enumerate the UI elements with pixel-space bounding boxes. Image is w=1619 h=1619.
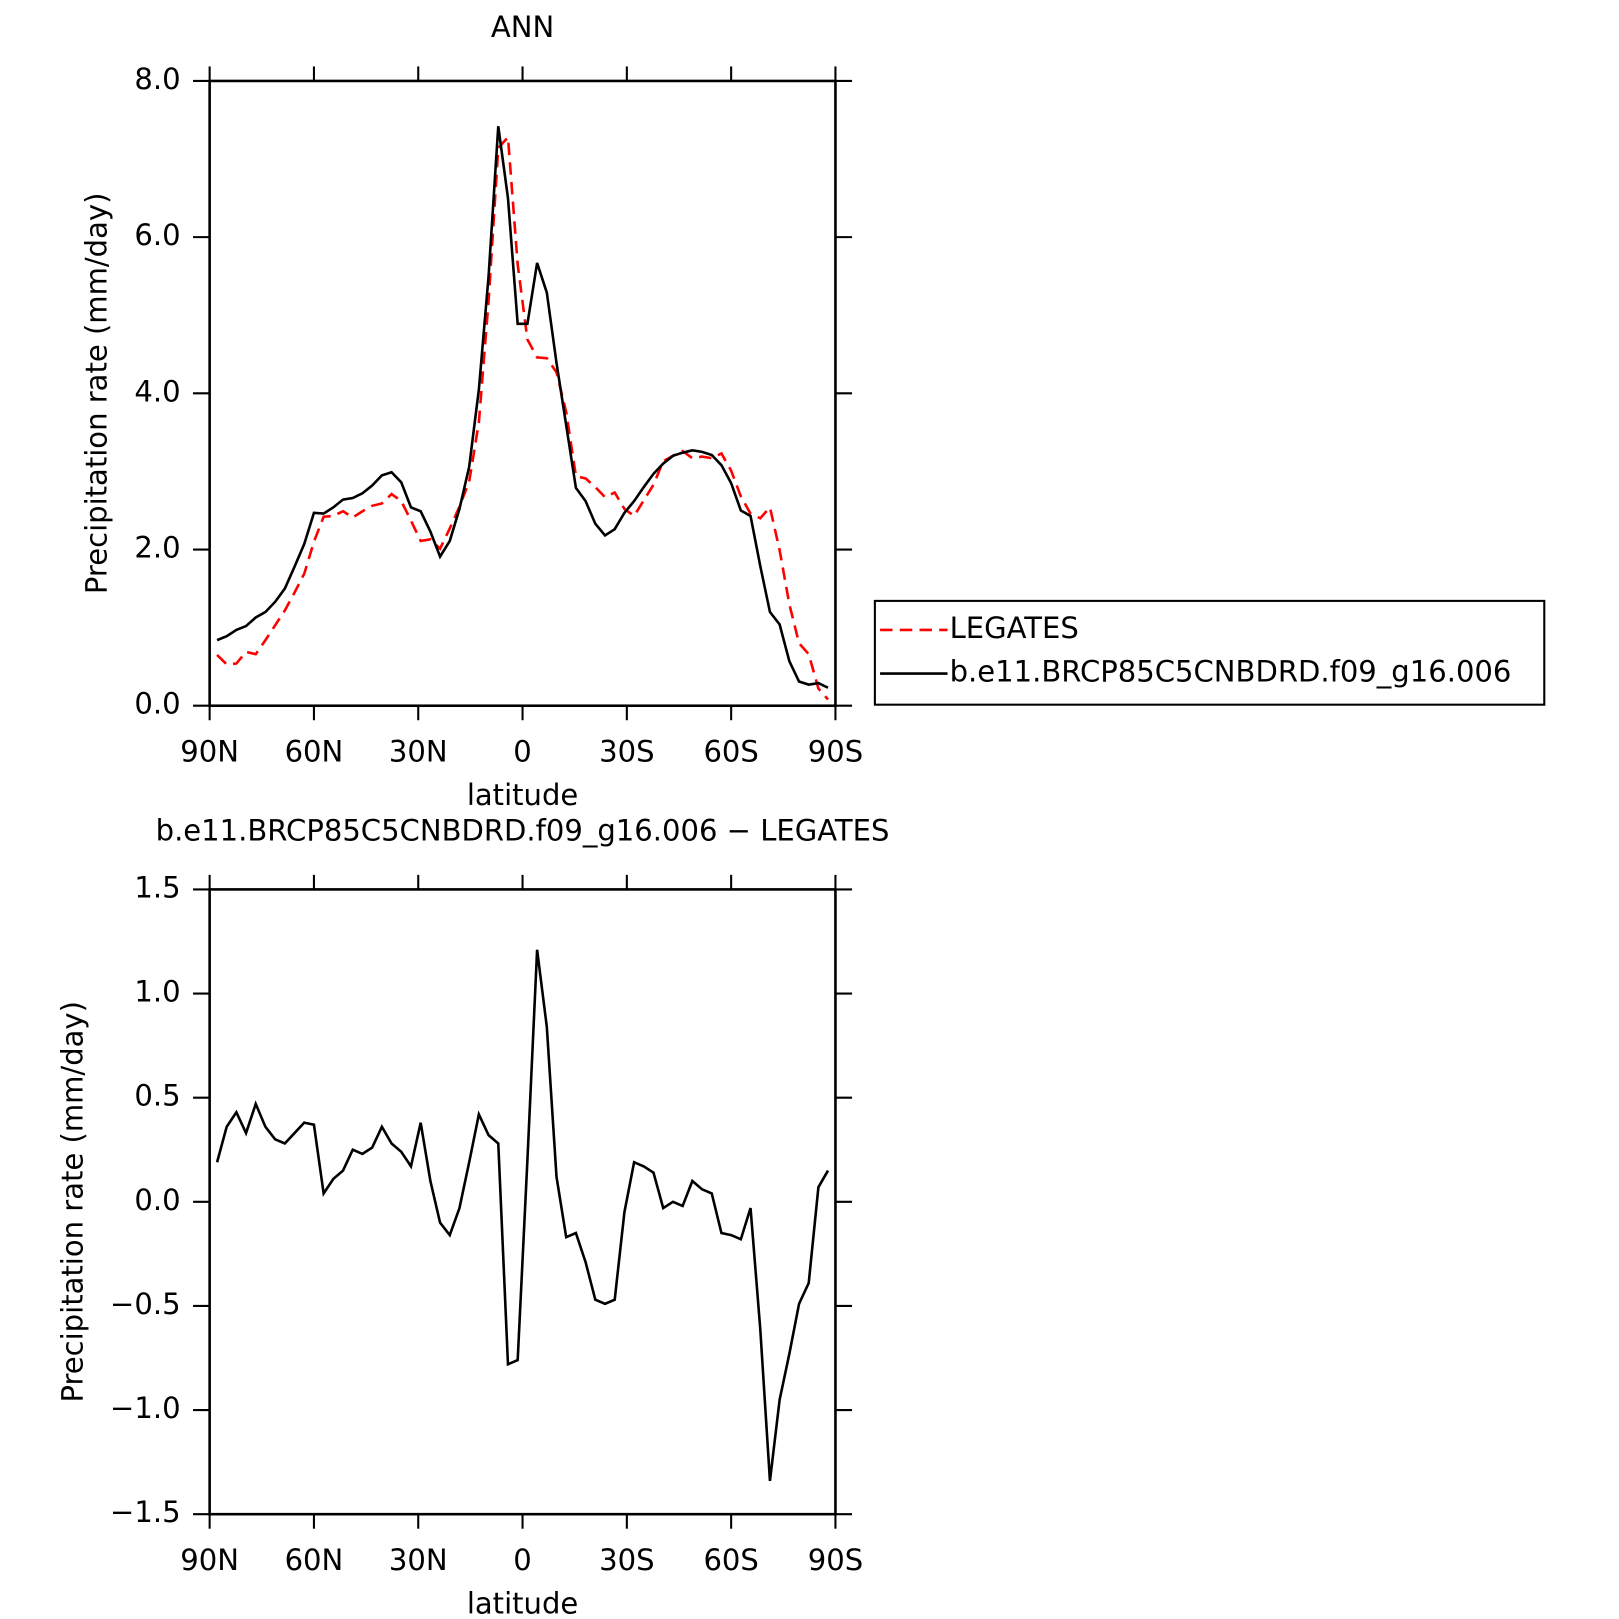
y-tick-label: 0.0 bbox=[134, 1183, 180, 1217]
x-axis-label: latitude bbox=[467, 778, 578, 812]
x-tick-label: 30N bbox=[389, 1543, 448, 1577]
y-tick-label: −1.0 bbox=[110, 1391, 181, 1425]
x-tick-label: 90S bbox=[808, 1543, 863, 1577]
series-line bbox=[216, 126, 829, 689]
series-line bbox=[216, 134, 829, 701]
x-tick-label: 30S bbox=[599, 1543, 654, 1577]
legend-label: b.e11.BRCP85C5CNBDRD.f09_g16.006 bbox=[950, 655, 1512, 689]
x-tick-label: 90N bbox=[180, 1543, 239, 1577]
plot-frame bbox=[208, 888, 837, 1516]
chart-title: b.e11.BRCP85C5CNBDRD.f09_g16.006 − LEGAT… bbox=[156, 813, 890, 847]
y-tick-label: 0.0 bbox=[134, 687, 180, 721]
x-tick-label: 60S bbox=[703, 734, 758, 768]
y-tick-label: 1.5 bbox=[134, 870, 180, 904]
x-tick-label: 0 bbox=[513, 1543, 531, 1577]
x-axis-label: latitude bbox=[467, 1587, 578, 1619]
y-tick-label: 6.0 bbox=[134, 218, 180, 252]
y-tick-label: 8.0 bbox=[134, 62, 180, 96]
series-line bbox=[215, 949, 830, 1482]
x-tick-label: 90N bbox=[180, 734, 239, 768]
x-tick-label: 60S bbox=[703, 1543, 758, 1577]
y-tick-label: 4.0 bbox=[134, 374, 180, 408]
x-tick-label: 30N bbox=[389, 734, 448, 768]
legend-box bbox=[873, 599, 1546, 706]
x-tick-label: 90S bbox=[808, 734, 863, 768]
x-tick-label: 0 bbox=[513, 734, 531, 768]
y-axis-label: Precipitation rate (mm/day) bbox=[56, 1001, 90, 1403]
y-tick-label: 0.5 bbox=[134, 1079, 180, 1113]
x-tick-label: 60N bbox=[285, 734, 344, 768]
x-tick-label: 30S bbox=[599, 734, 654, 768]
x-tick-label: 60N bbox=[285, 1543, 344, 1577]
y-tick-label: −0.5 bbox=[110, 1287, 181, 1321]
plot-frame bbox=[208, 79, 837, 708]
y-axis-label: Precipitation rate (mm/day) bbox=[80, 193, 114, 595]
legend-label: LEGATES bbox=[950, 611, 1079, 645]
chart-title: ANN bbox=[491, 10, 554, 44]
y-tick-label: −1.5 bbox=[110, 1495, 181, 1529]
y-tick-label: 1.0 bbox=[134, 975, 180, 1009]
y-tick-label: 2.0 bbox=[134, 531, 180, 565]
